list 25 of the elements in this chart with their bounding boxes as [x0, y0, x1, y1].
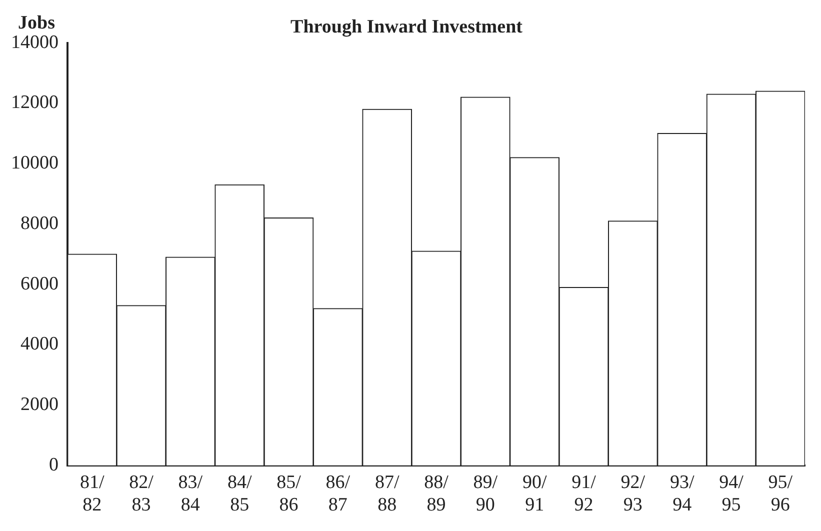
x-tick-label: 84/ 85 — [227, 472, 252, 516]
y-tick-label: 14000 — [11, 32, 58, 53]
x-tick-label: 90/ 91 — [522, 472, 548, 516]
x-tick-label: 88/ 89 — [424, 472, 450, 516]
y-axis-title: Jobs — [18, 12, 55, 34]
x-tick-label: 82/ 83 — [129, 472, 154, 516]
chart-title: Through Inward Investment — [290, 16, 524, 38]
x-tick-label: 95/ 96 — [768, 472, 794, 516]
y-tick-label: 2000 — [20, 394, 58, 416]
y-tick-label: 10000 — [11, 152, 58, 174]
x-tick-label: 89/ 90 — [473, 472, 498, 516]
x-tick-label: 87/ 88 — [374, 472, 400, 516]
x-tick-label: 81/ 82 — [80, 472, 105, 516]
y-tick-label: 6000 — [20, 273, 58, 294]
y-tick-label: 12000 — [11, 92, 58, 114]
y-tick-label: 4000 — [20, 334, 58, 355]
x-tick-label: 86/ 87 — [326, 472, 351, 516]
x-tick-label: 94/ 95 — [719, 472, 744, 516]
x-tick-label: 91/ 92 — [572, 472, 597, 516]
x-tick-label: 93/ 94 — [670, 472, 695, 516]
y-tick-label: 0 — [49, 454, 58, 476]
y-tick-label: 8000 — [20, 212, 58, 234]
x-tick-label: 92/ 93 — [620, 472, 646, 516]
x-tick-label: 83/ 84 — [178, 472, 204, 516]
x-tick-label: 85/ 86 — [276, 472, 302, 516]
